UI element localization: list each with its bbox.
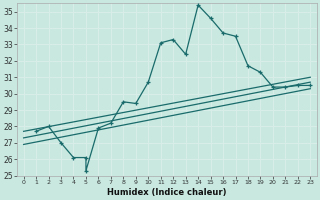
X-axis label: Humidex (Indice chaleur): Humidex (Indice chaleur): [107, 188, 227, 197]
